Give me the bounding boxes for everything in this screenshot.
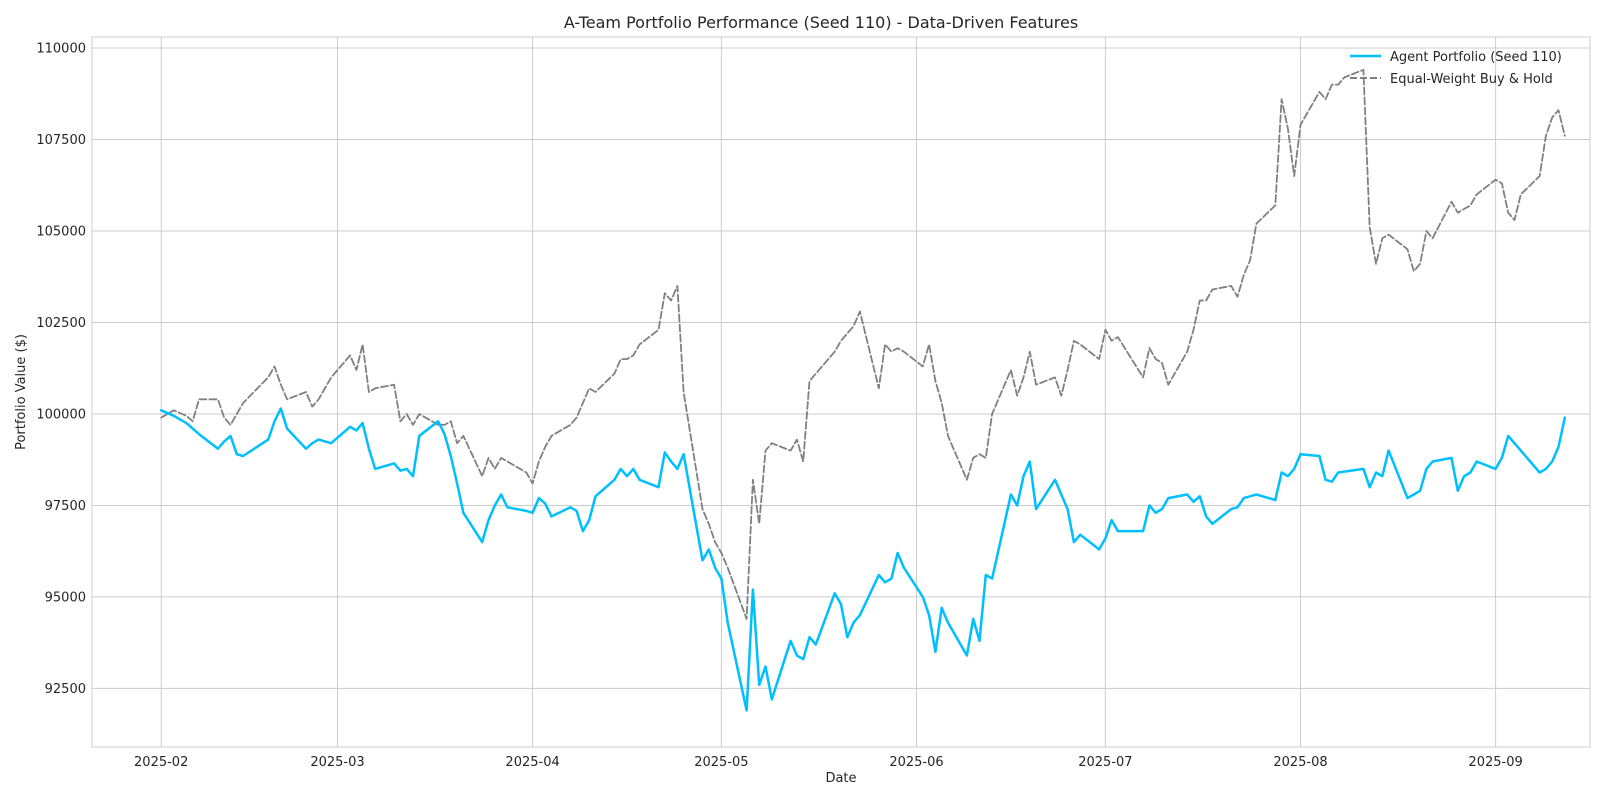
- series-line-agent-portfolio: [159, 407, 1567, 712]
- grid-layer: [92, 37, 1590, 747]
- series-line-equal-weight: [160, 69, 1566, 620]
- y-tick-label: 97500: [45, 499, 86, 514]
- x-tick-label: 2025-06: [889, 755, 943, 770]
- x-tick-label: 2025-04: [505, 755, 559, 770]
- tick-label-layer: 2025-02 2025-03 2025-04 2025-05 2025-06 2025-…: [36, 42, 1522, 771]
- x-tick-label: 2025-03: [310, 755, 364, 770]
- x-tick-label: 2025-05: [694, 755, 748, 770]
- legend-label-benchmark: Equal-Weight Buy & Hold: [1390, 72, 1553, 87]
- plot-frame: [91, 36, 1591, 748]
- x-tick-label: 2025-02: [134, 755, 188, 770]
- y-tick-label: 102500: [36, 316, 86, 331]
- legend: Agent Portfolio (Seed 110) Equal-Weight …: [1350, 50, 1562, 87]
- y-tick-label: 92500: [45, 682, 86, 697]
- legend-label-agent: Agent Portfolio (Seed 110): [1390, 50, 1562, 65]
- y-tick-label: 110000: [36, 42, 86, 57]
- x-tick-label: 2025-09: [1468, 755, 1522, 770]
- x-axis-label: Date: [825, 771, 856, 786]
- y-tick-label: 95000: [45, 590, 86, 605]
- x-tick-label: 2025-07: [1078, 755, 1132, 770]
- y-tick-label: 105000: [36, 225, 86, 240]
- y-axis-label: Portfolio Value ($): [14, 334, 29, 450]
- y-tick-label: 107500: [36, 133, 86, 148]
- x-tick-label: 2025-08: [1273, 755, 1327, 770]
- y-tick-label: 100000: [36, 408, 86, 423]
- chart-title: A-Team Portfolio Performance (Seed 110) …: [564, 13, 1078, 32]
- series-layer: [159, 69, 1567, 712]
